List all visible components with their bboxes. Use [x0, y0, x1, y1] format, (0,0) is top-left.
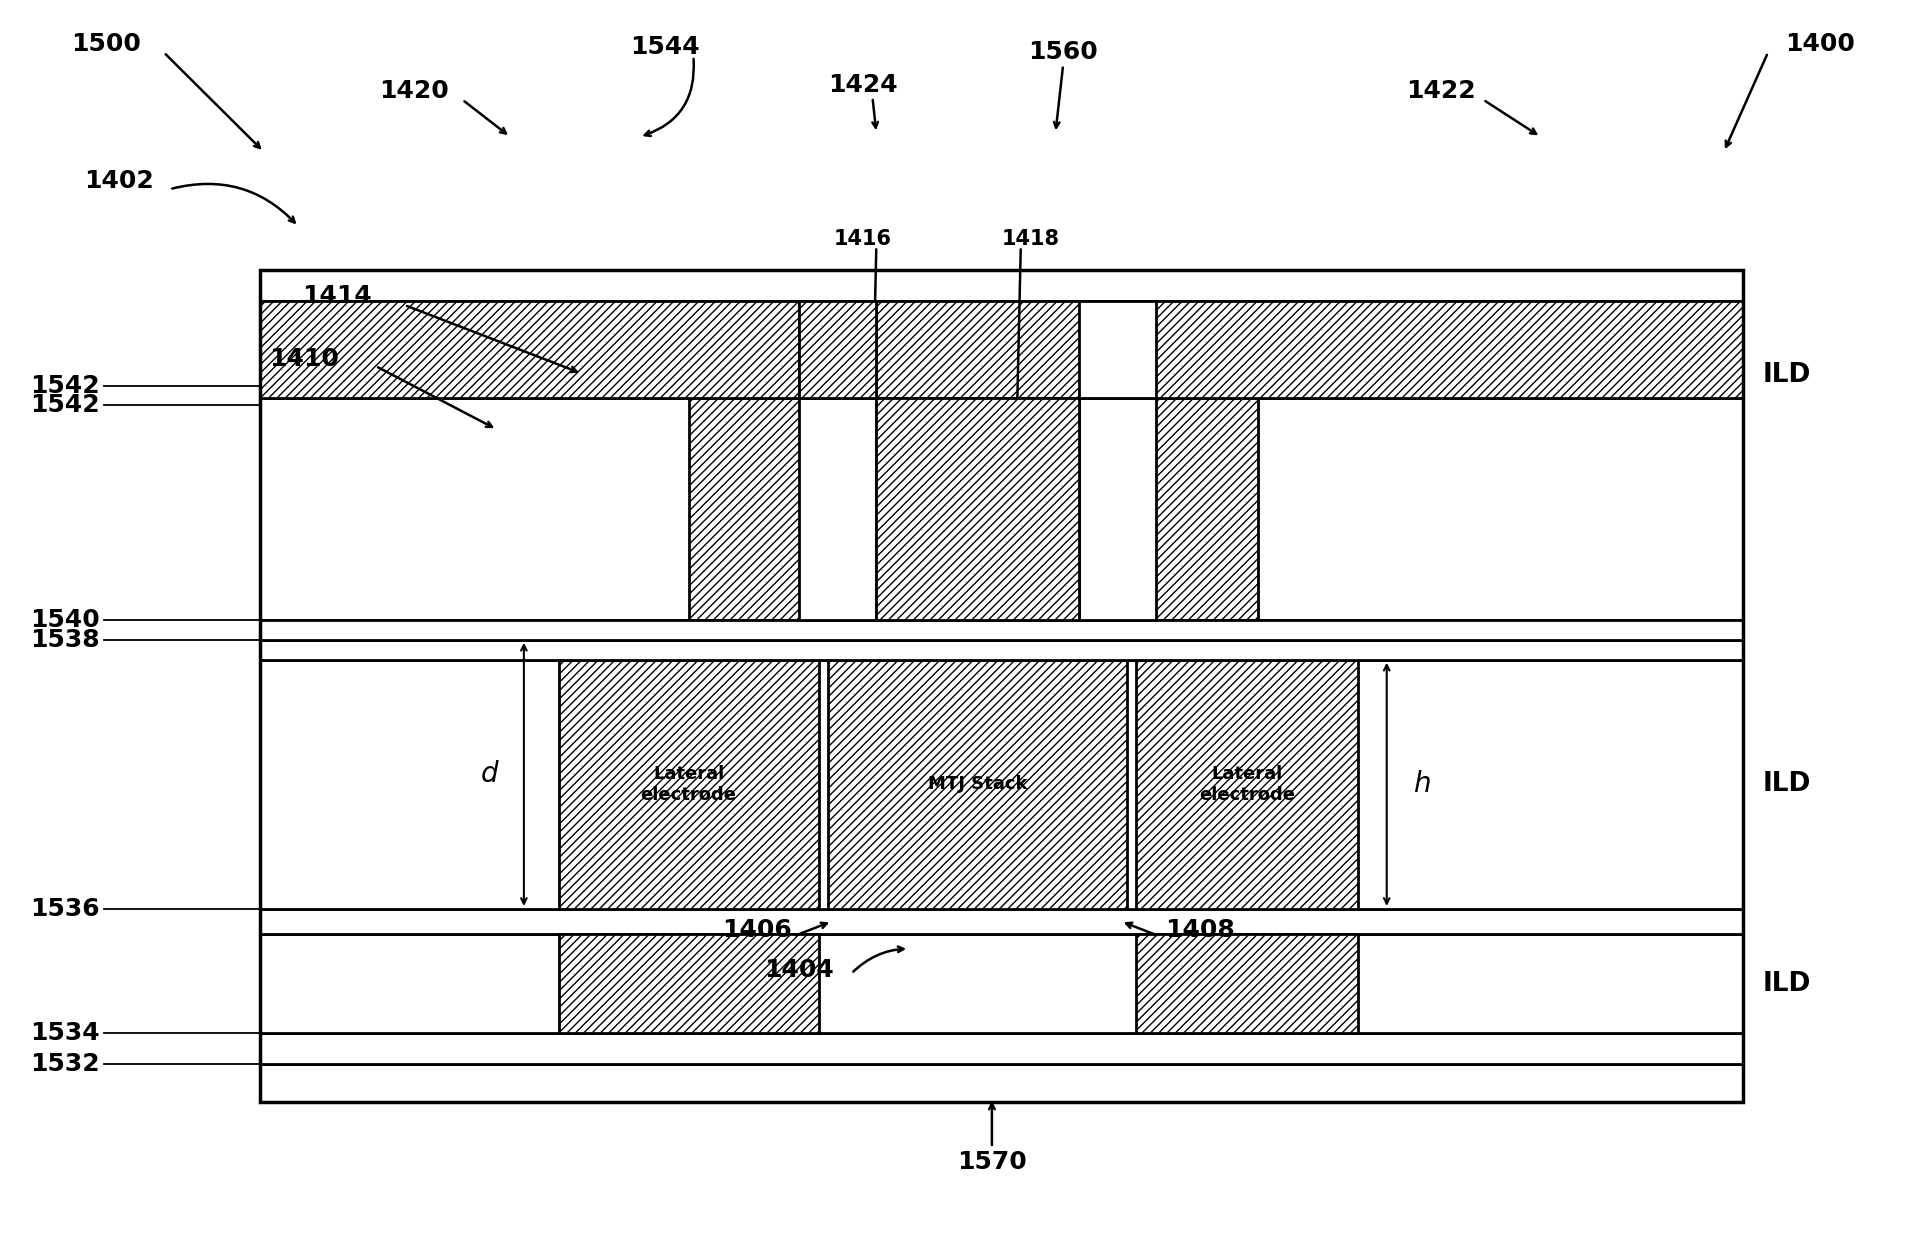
Text: 1538: 1538 — [31, 627, 100, 652]
Bar — [260, 909, 1743, 934]
Bar — [260, 620, 1743, 640]
Text: 1418: 1418 — [1002, 229, 1059, 249]
Text: 1416: 1416 — [834, 229, 892, 249]
Bar — [260, 301, 1743, 398]
Bar — [1136, 660, 1358, 909]
Text: 1414: 1414 — [302, 284, 372, 309]
Bar — [690, 398, 819, 620]
Bar — [260, 1064, 1743, 1102]
Bar — [260, 270, 1743, 1102]
Text: 1532: 1532 — [31, 1052, 100, 1077]
Text: ILD: ILD — [1762, 971, 1810, 996]
Text: 1410: 1410 — [270, 346, 339, 371]
Text: Lateral
electrode: Lateral electrode — [641, 764, 736, 804]
Text: 1534: 1534 — [31, 1021, 100, 1046]
Text: 1420: 1420 — [379, 78, 449, 103]
Bar — [1136, 934, 1358, 1033]
Bar — [1136, 398, 1258, 620]
Text: ILD: ILD — [1762, 362, 1810, 387]
Text: 1560: 1560 — [1028, 40, 1098, 65]
Bar — [559, 934, 819, 1033]
Bar — [1079, 301, 1156, 398]
Bar — [799, 301, 876, 398]
Text: 1542: 1542 — [31, 392, 100, 417]
Bar — [260, 398, 1743, 620]
Text: 1400: 1400 — [1785, 31, 1855, 56]
Text: 1500: 1500 — [71, 31, 141, 56]
Bar — [799, 398, 876, 620]
Text: 1570: 1570 — [957, 1149, 1027, 1174]
Text: 1404: 1404 — [765, 957, 834, 982]
Bar — [828, 660, 1127, 909]
Text: 1408: 1408 — [1165, 918, 1235, 942]
Bar — [876, 398, 1079, 620]
Text: 1544: 1544 — [630, 35, 699, 60]
Text: 1540: 1540 — [31, 608, 100, 632]
Text: 1424: 1424 — [828, 72, 898, 97]
Bar — [1079, 398, 1156, 620]
Text: d: d — [480, 761, 499, 788]
Text: 1536: 1536 — [31, 896, 100, 921]
Bar — [559, 660, 819, 909]
Text: 1422: 1422 — [1406, 78, 1475, 103]
Text: ILD: ILD — [1762, 772, 1810, 797]
Bar — [260, 1033, 1743, 1064]
Text: MTJ Stack: MTJ Stack — [928, 776, 1027, 793]
Bar — [260, 270, 1743, 301]
Bar — [260, 640, 1743, 660]
Text: 1406: 1406 — [722, 918, 792, 942]
Bar — [799, 301, 876, 398]
Text: 1402: 1402 — [85, 168, 154, 193]
Bar — [260, 934, 1743, 1033]
Bar — [260, 660, 1743, 909]
Bar — [742, 398, 1213, 620]
Text: 1542: 1542 — [31, 374, 100, 398]
Text: Lateral
electrode: Lateral electrode — [1200, 764, 1294, 804]
Text: h: h — [1412, 771, 1431, 798]
